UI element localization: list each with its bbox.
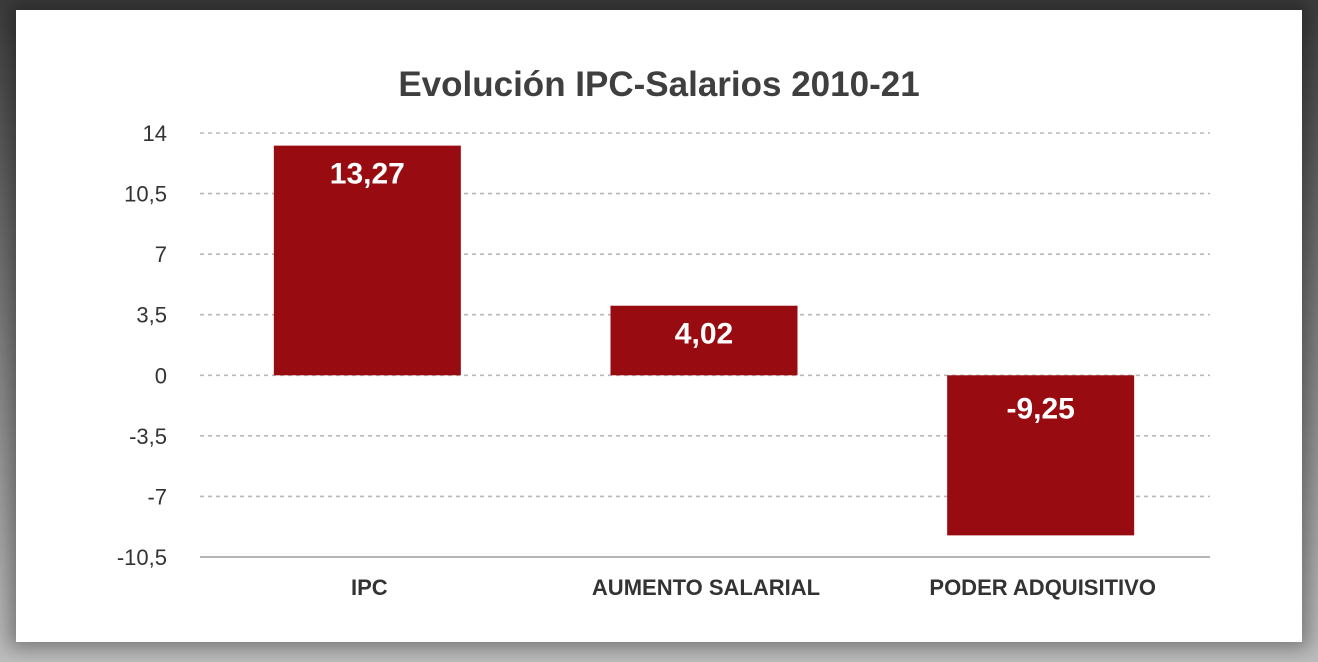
category-label: IPC — [351, 575, 388, 600]
chart-title: Evolución IPC-Salarios 2010-21 — [398, 65, 920, 104]
y-tick-label: -3,5 — [129, 424, 167, 449]
data-label: -9,25 — [1006, 392, 1074, 425]
y-tick-label: 0 — [155, 363, 167, 388]
category-label: AUMENTO SALARIAL — [592, 575, 820, 600]
bar — [610, 305, 798, 376]
y-tick-label: -7 — [147, 484, 167, 509]
y-tick-label: 10,5 — [124, 182, 167, 207]
y-tick-label: 14 — [143, 121, 167, 146]
bar — [947, 375, 1135, 536]
category-label: PODER ADQUISITIVO — [929, 575, 1156, 600]
data-label: 13,27 — [330, 158, 405, 191]
y-tick-label: 3,5 — [136, 303, 167, 328]
data-label: 4,02 — [675, 318, 733, 351]
y-tick-label: -10,5 — [117, 545, 167, 570]
bar — [273, 145, 461, 376]
y-tick-label: 7 — [155, 242, 167, 267]
